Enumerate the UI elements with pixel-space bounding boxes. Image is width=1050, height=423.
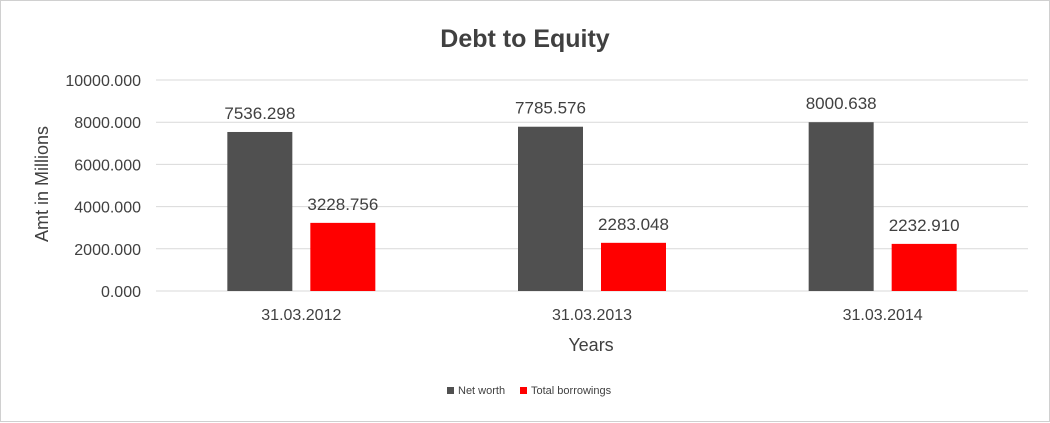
y-axis-label: Amt in Millions <box>32 126 52 242</box>
legend-swatch <box>447 387 454 394</box>
y-tick-label: 10000.000 <box>65 73 141 90</box>
bar-total-borrowings <box>310 222 376 291</box>
x-tick-label: 31.03.2012 <box>261 307 341 324</box>
bars <box>227 122 957 291</box>
data-label: 3228.756 <box>307 195 378 214</box>
data-labels: 7536.298 3228.756 7785.576 2283.048 8000.638… <box>224 94 959 235</box>
data-label: 2283.048 <box>598 215 669 234</box>
chart-title: Debt to Equity <box>440 25 610 53</box>
data-label: 2232.910 <box>889 216 960 235</box>
data-label: 7536.298 <box>224 104 295 123</box>
y-tick-label: 6000.000 <box>74 157 141 174</box>
x-tick-labels: 31.03.2012 31.03.2013 31.03.2014 <box>261 307 923 324</box>
legend: Net worth Total borrowings <box>447 385 612 397</box>
x-axis-label: Years <box>568 335 613 355</box>
y-tick-label: 2000.000 <box>74 242 141 259</box>
y-tick-label: 8000.000 <box>74 115 141 132</box>
bar-total-borrowings <box>601 242 666 291</box>
y-tick-label: 4000.000 <box>74 200 141 217</box>
gridlines <box>156 79 1028 292</box>
data-label: 8000.638 <box>806 94 877 113</box>
data-label: 7785.576 <box>515 99 586 118</box>
legend-label: Net worth <box>458 385 505 397</box>
legend-swatch <box>520 387 527 394</box>
x-tick-label: 31.03.2013 <box>552 307 632 324</box>
legend-label: Total borrowings <box>531 385 612 397</box>
bar-total-borrowings <box>891 243 957 291</box>
y-tick-labels: 0.000 2000.000 4000.000 6000.000 8000.000 100… <box>65 73 141 301</box>
bar-net-worth <box>518 126 583 291</box>
bar-net-worth <box>808 122 874 291</box>
x-tick-label: 31.03.2014 <box>843 307 923 324</box>
bar-net-worth <box>227 131 293 291</box>
y-tick-label: 0.000 <box>101 284 141 301</box>
